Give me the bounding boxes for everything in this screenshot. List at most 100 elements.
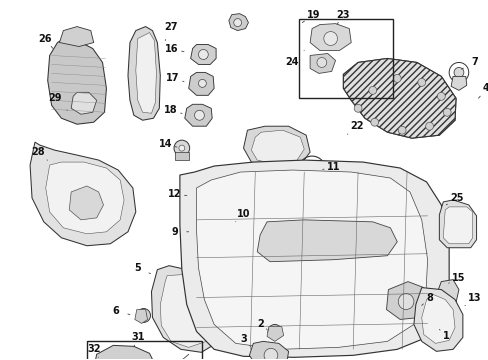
Polygon shape: [251, 130, 304, 164]
Text: 19: 19: [302, 10, 320, 23]
Circle shape: [425, 122, 432, 130]
Polygon shape: [30, 142, 136, 246]
Text: 16: 16: [165, 44, 183, 54]
Bar: [196, 228, 220, 243]
Circle shape: [198, 80, 206, 87]
Polygon shape: [249, 341, 288, 360]
Polygon shape: [386, 282, 427, 319]
Circle shape: [353, 104, 361, 112]
Circle shape: [174, 140, 189, 156]
Text: 13: 13: [464, 293, 480, 306]
Circle shape: [198, 50, 208, 59]
Polygon shape: [128, 27, 160, 120]
Polygon shape: [266, 327, 283, 341]
Text: 8: 8: [421, 293, 432, 306]
Text: 4: 4: [478, 84, 488, 98]
Text: 17: 17: [166, 73, 183, 84]
Text: 9: 9: [171, 227, 188, 237]
Polygon shape: [343, 58, 455, 138]
Text: 29: 29: [48, 93, 67, 110]
Polygon shape: [46, 162, 124, 234]
Polygon shape: [442, 207, 472, 244]
Circle shape: [202, 196, 218, 212]
Polygon shape: [309, 54, 335, 73]
Text: 15: 15: [447, 273, 465, 283]
Circle shape: [305, 164, 317, 176]
Polygon shape: [421, 294, 454, 343]
Polygon shape: [413, 288, 462, 351]
Text: 14: 14: [158, 139, 177, 149]
Circle shape: [323, 32, 337, 45]
Polygon shape: [60, 27, 94, 46]
Circle shape: [264, 348, 277, 360]
Circle shape: [189, 253, 203, 267]
Circle shape: [194, 110, 204, 120]
Text: 32: 32: [87, 345, 100, 357]
Circle shape: [189, 231, 197, 239]
Text: 25: 25: [446, 193, 463, 205]
Polygon shape: [343, 58, 455, 138]
Text: 2: 2: [256, 319, 266, 329]
Polygon shape: [135, 310, 147, 323]
Circle shape: [453, 67, 463, 77]
Polygon shape: [257, 220, 396, 262]
Text: 28: 28: [31, 147, 47, 160]
Circle shape: [233, 19, 241, 27]
Text: 31: 31: [131, 332, 144, 347]
Text: 11: 11: [322, 162, 340, 172]
Circle shape: [267, 324, 281, 338]
Polygon shape: [94, 345, 157, 360]
Text: 30: 30: [0, 359, 1, 360]
Polygon shape: [175, 152, 188, 160]
Circle shape: [436, 92, 445, 100]
Polygon shape: [188, 72, 214, 95]
Polygon shape: [151, 266, 221, 352]
Text: 26: 26: [38, 33, 53, 48]
Circle shape: [137, 309, 150, 323]
Polygon shape: [450, 76, 466, 90]
Polygon shape: [136, 32, 156, 113]
Text: 18: 18: [164, 105, 182, 115]
Circle shape: [417, 78, 425, 86]
Circle shape: [179, 145, 184, 151]
Text: 7: 7: [461, 58, 477, 69]
Text: 6: 6: [113, 306, 130, 316]
Polygon shape: [180, 160, 448, 357]
Circle shape: [207, 201, 213, 207]
Polygon shape: [309, 24, 350, 50]
Circle shape: [442, 108, 450, 116]
Circle shape: [193, 257, 199, 263]
Text: 1: 1: [438, 329, 448, 341]
Polygon shape: [48, 39, 106, 124]
Text: 27: 27: [164, 22, 178, 41]
Text: 22: 22: [347, 121, 363, 134]
Polygon shape: [243, 126, 309, 168]
Circle shape: [370, 118, 378, 126]
Text: 5: 5: [134, 263, 150, 274]
Text: 24: 24: [285, 50, 304, 67]
Polygon shape: [71, 92, 97, 114]
Circle shape: [368, 86, 376, 94]
Text: 21: 21: [0, 359, 1, 360]
Text: 3: 3: [240, 334, 250, 346]
Text: 10: 10: [235, 209, 250, 222]
Circle shape: [316, 58, 326, 67]
Circle shape: [392, 75, 400, 82]
Circle shape: [271, 328, 277, 334]
Polygon shape: [69, 186, 103, 220]
Polygon shape: [228, 14, 248, 31]
Bar: [299, 19, 392, 98]
Circle shape: [397, 126, 405, 134]
Polygon shape: [184, 104, 212, 126]
Polygon shape: [190, 45, 216, 64]
Polygon shape: [188, 187, 228, 222]
Text: 23: 23: [336, 10, 349, 24]
Polygon shape: [435, 280, 458, 306]
Polygon shape: [438, 200, 476, 248]
Bar: [87, 341, 202, 360]
Text: 12: 12: [168, 189, 186, 199]
Circle shape: [397, 293, 413, 310]
Circle shape: [141, 312, 146, 319]
Polygon shape: [160, 275, 212, 347]
Polygon shape: [196, 170, 427, 349]
